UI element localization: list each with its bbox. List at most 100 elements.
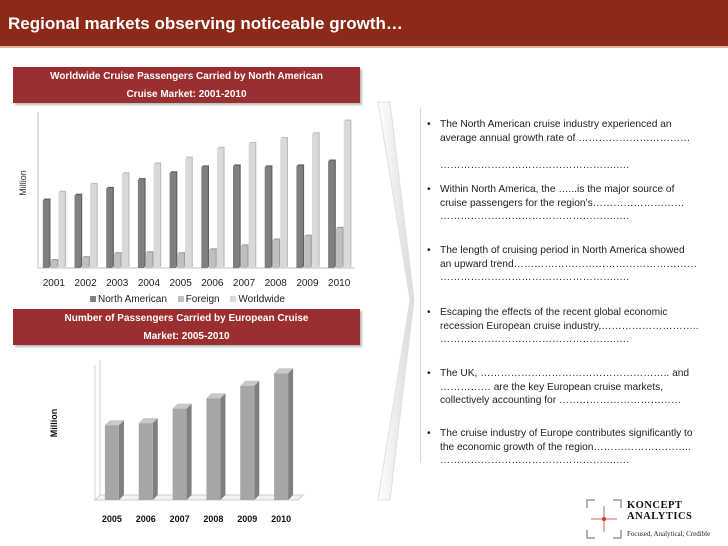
bullet-list: • The North American cruise industry exp… [420, 108, 701, 466]
chart2-floor [93, 494, 305, 501]
chart1-tick-label: 2004 [138, 278, 161, 289]
chart2-bar-top [274, 368, 294, 374]
chart1-tick-label: 2008 [265, 278, 288, 289]
chart2-bar-top [138, 418, 158, 424]
chart1-bar [335, 228, 343, 268]
chart2-bar-side [254, 380, 260, 500]
logo-tagline: Focused, Analytical, Credible [627, 530, 711, 538]
chart2-bar-side [118, 420, 124, 500]
logo-mark-icon [586, 499, 622, 539]
chart1-bar [264, 166, 272, 268]
chart2-bar [104, 425, 119, 500]
bullet-item: • Escaping the effects of the recent glo… [427, 307, 699, 345]
chart2-bar [274, 373, 289, 500]
bullet-dot: • [427, 119, 431, 130]
chart2-bar [206, 398, 221, 500]
chart1-bar [50, 260, 58, 268]
chart2-tick-label: 2006 [136, 514, 156, 524]
chart1-tick-label: 2009 [296, 278, 319, 289]
chart2-bar-top [104, 420, 124, 426]
chart1-bar [185, 157, 192, 268]
legend-item-north-american: North American [90, 294, 167, 305]
bullet-item: • The length of cruising period in North… [427, 245, 698, 283]
chart1-bar [106, 188, 113, 268]
chart1-tick-label: 2001 [43, 278, 66, 289]
chart1-bar [74, 194, 81, 268]
chart1-header: Worldwide Cruise Passengers Carried by N… [13, 67, 360, 103]
bullet-item: • The cruise industry of Europe contribu… [427, 428, 693, 466]
bullet-dot: • [427, 307, 431, 318]
chart2-bar-side [152, 418, 158, 500]
chart1-bar [343, 120, 351, 269]
chart2-title-line1: Number of Passengers Carried by European… [64, 313, 309, 324]
chart2-bar-side [288, 368, 294, 500]
chart2-bar-side [220, 393, 226, 500]
chart1-bar [209, 249, 216, 268]
title-underline [0, 46, 728, 48]
bullet-dot: • [427, 245, 431, 256]
chart2-back-wall [94, 360, 101, 502]
chart1-bar [137, 179, 145, 268]
chart1-title-line2: Cruise Market: 2001-2010 [126, 89, 247, 100]
chart1-bar [177, 253, 184, 268]
chart1-bar [114, 253, 121, 268]
chart2-bar [138, 423, 153, 500]
chart2-bar-top [240, 380, 260, 386]
chart2-bar-top [206, 393, 226, 399]
chart2-bar [240, 385, 255, 500]
chart2-bar [172, 408, 187, 500]
chart1-legend: North American Foreign Worldwide [90, 294, 285, 305]
chart2-tick-label: 2008 [203, 514, 223, 524]
chart1-bar [240, 245, 248, 268]
chart1-bar [169, 172, 177, 268]
chart1-bar [42, 199, 50, 268]
chart1-bar [121, 173, 129, 268]
chart1-bar [328, 160, 335, 268]
chart1-tick-label: 2006 [201, 278, 224, 289]
chart1-tick-label: 2007 [233, 278, 256, 289]
chart1-bar [82, 257, 89, 268]
chart1-ylabel: Million [18, 170, 28, 196]
chart1-bar [153, 163, 160, 268]
chart2-tick-label: 2009 [237, 514, 257, 524]
chart1-tick-label: 2002 [74, 278, 97, 289]
bullet-dot: • [427, 184, 431, 195]
bullet-dot: • [427, 428, 431, 439]
bullet-item: • The UK, ……………………………………………….. and…………… … [427, 368, 690, 406]
chart2-ylabel: Million [49, 408, 59, 438]
chart1-tick-label: 2003 [106, 278, 129, 289]
chart2-bar-top [172, 403, 192, 409]
page-title: Regional markets observing noticeable gr… [8, 14, 403, 33]
chart1-bar [248, 143, 256, 268]
chart2-tick-label: 2007 [170, 514, 190, 524]
chart1-bar [280, 138, 287, 268]
chart1-bar [90, 184, 97, 268]
chart1-bar [296, 165, 303, 268]
chart1-bar [145, 252, 153, 268]
chart1-bar [312, 133, 319, 268]
chart2-title-line2: Market: 2005-2010 [143, 331, 230, 342]
chart1-bar [216, 148, 224, 268]
chart1-tick-label: 2005 [170, 278, 193, 289]
title-bar: Regional markets observing noticeable gr… [0, 0, 728, 48]
legend-item-worldwide: Worldwide [230, 294, 285, 305]
chart1-bar [58, 191, 65, 268]
chart1-title-line1: Worldwide Cruise Passengers Carried by N… [50, 71, 323, 82]
chart2-bar-side [186, 403, 192, 500]
chart1-tick-label: 2010 [328, 278, 351, 289]
company-logo: KONCEPT ANALYTICS Focused, Analytical, Cr… [583, 496, 723, 542]
chart2-tick-label: 2010 [271, 514, 291, 524]
bullet-dot: • [427, 368, 431, 379]
chart1-bar [272, 239, 279, 268]
chart2-header: Number of Passengers Carried by European… [13, 309, 360, 345]
legend-item-foreign: Foreign [177, 294, 220, 305]
bullet-item: • Within North America, the …...is the m… [427, 184, 685, 222]
chart1-bar [201, 166, 208, 268]
chart1-bar [233, 165, 240, 268]
chart2-tick-label: 2005 [102, 514, 122, 524]
arrow-shape [377, 101, 415, 501]
bullet-item: • The North American cruise industry exp… [427, 119, 691, 171]
chart1-bar [304, 235, 311, 268]
logo-name: KONCEPT ANALYTICS [627, 500, 693, 522]
